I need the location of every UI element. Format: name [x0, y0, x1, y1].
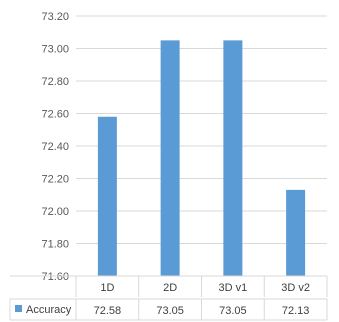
data-value-label: 72.13 [282, 305, 310, 317]
data-value-label: 73.05 [219, 305, 247, 317]
y-tick-label: 72.80 [41, 76, 69, 88]
data-value-label: 73.05 [156, 305, 184, 317]
category-label: 3D v2 [281, 282, 310, 294]
legend-key [15, 305, 22, 312]
bars [97, 40, 306, 276]
y-tick-label: 73.20 [41, 11, 69, 23]
y-tick-label: 72.20 [41, 174, 69, 186]
data-table: 1D 2D 3D v1 3D v2 Accuracy 72.58 73.05 73.05 72.… [9, 275, 328, 321]
gridlines [76, 15, 327, 277]
bar-3d-v1 [223, 40, 243, 276]
category-label: 2D [163, 282, 177, 294]
y-tick-label: 72.40 [41, 141, 69, 153]
bar-1d [97, 116, 117, 276]
data-value-label: 72.58 [94, 305, 122, 317]
y-tick-label: 71.80 [41, 239, 69, 251]
y-tick-label: 73.00 [41, 44, 69, 56]
y-tick-label: 72.60 [41, 109, 69, 121]
bar-2d [160, 40, 180, 276]
y-axis-tick-labels: 71.60 71.80 72.00 72.20 72.40 72.60 72.80 73.00… [41, 11, 69, 283]
category-label: 1D [100, 282, 114, 294]
bar-3d-v2 [286, 189, 306, 276]
legend-series-name: Accuracy [26, 304, 72, 316]
y-tick-label: 72.00 [41, 206, 69, 218]
category-label: 3D v1 [219, 282, 248, 294]
y-tick-label: 71.60 [41, 271, 69, 283]
